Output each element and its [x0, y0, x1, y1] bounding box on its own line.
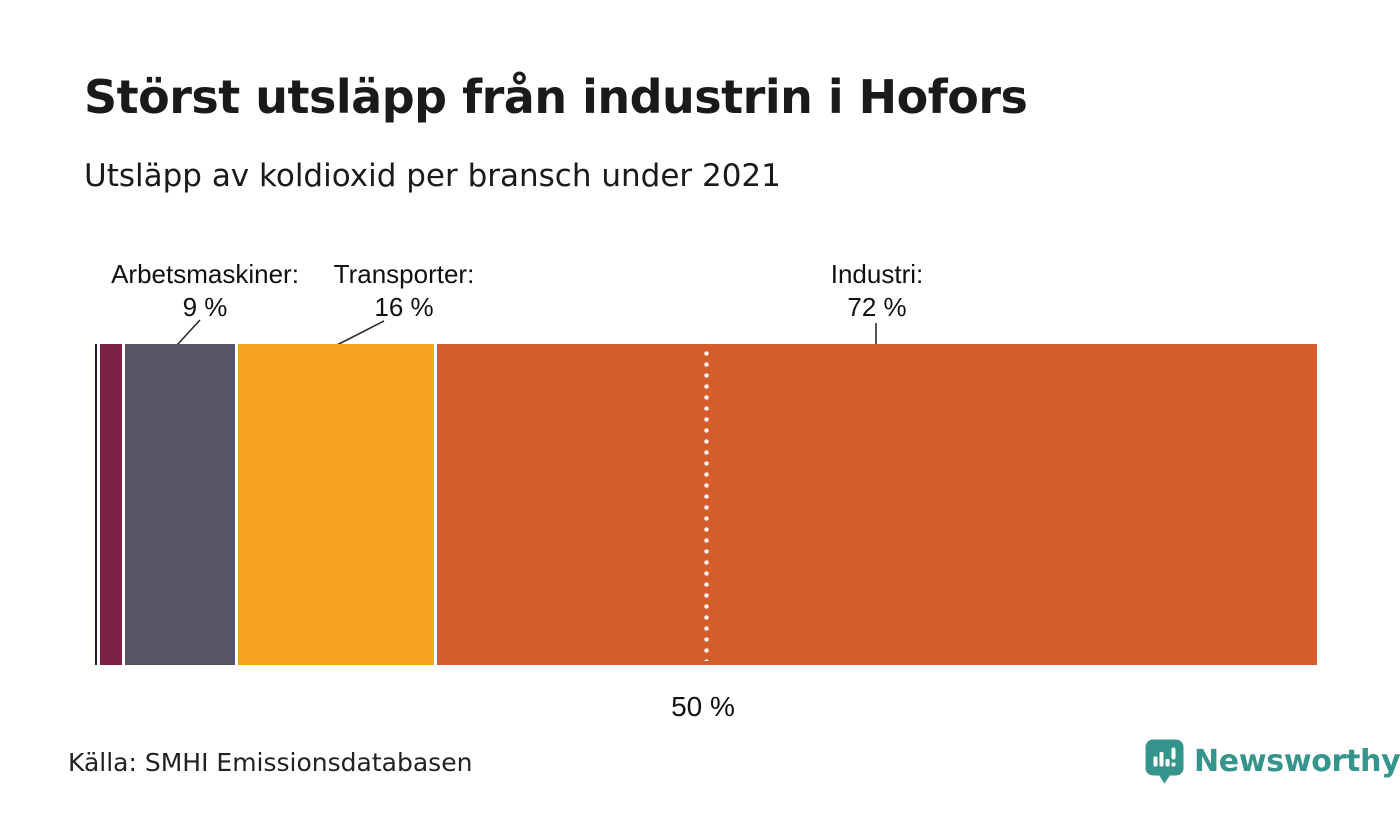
stacked-bar	[95, 344, 1317, 665]
segment-label-name: Transporter:	[333, 259, 475, 289]
bar-segment-industri	[437, 344, 1317, 665]
bar-segment-transporter	[238, 344, 434, 665]
brand-name: Newsworthy	[1194, 744, 1400, 779]
segment-label-value: 9 %	[182, 292, 228, 322]
segment-label-name: Arbetsmaskiner:	[111, 259, 299, 289]
segment-label-arbetsmaskiner: Arbetsmaskiner: 9 %	[111, 258, 299, 324]
fifty-percent-label: 50 %	[671, 691, 735, 722]
segment-label-value: 16 %	[374, 292, 434, 322]
logo-barchart-glyph	[1153, 747, 1176, 767]
segment-label-transporter: Transporter: 16 %	[334, 258, 475, 324]
bar-segment-arbetsmaskiner	[125, 344, 236, 665]
segment-label-name: Industri:	[830, 259, 924, 289]
chart-subtitle: Utsläpp av koldioxid per bransch under 2…	[84, 158, 781, 194]
newsworthy-logo-icon	[1145, 739, 1184, 784]
bar-segment-unlabeled	[95, 344, 98, 665]
source-text: Källa: SMHI Emissionsdatabasen	[68, 748, 473, 777]
fifty-percent-dotted-line	[704, 348, 709, 661]
leader-line-transporter	[336, 320, 385, 346]
logo-bubble-shape	[1145, 739, 1184, 784]
segment-label-value: 72 %	[847, 292, 907, 322]
newsworthy-brand: Newsworthy	[1144, 738, 1400, 785]
chart-title: Störst utsläpp från industrin i Hofors	[84, 70, 1028, 124]
bar-segment-unlabeled	[100, 344, 123, 665]
segment-label-industri: Industri: 72 %	[831, 258, 924, 324]
